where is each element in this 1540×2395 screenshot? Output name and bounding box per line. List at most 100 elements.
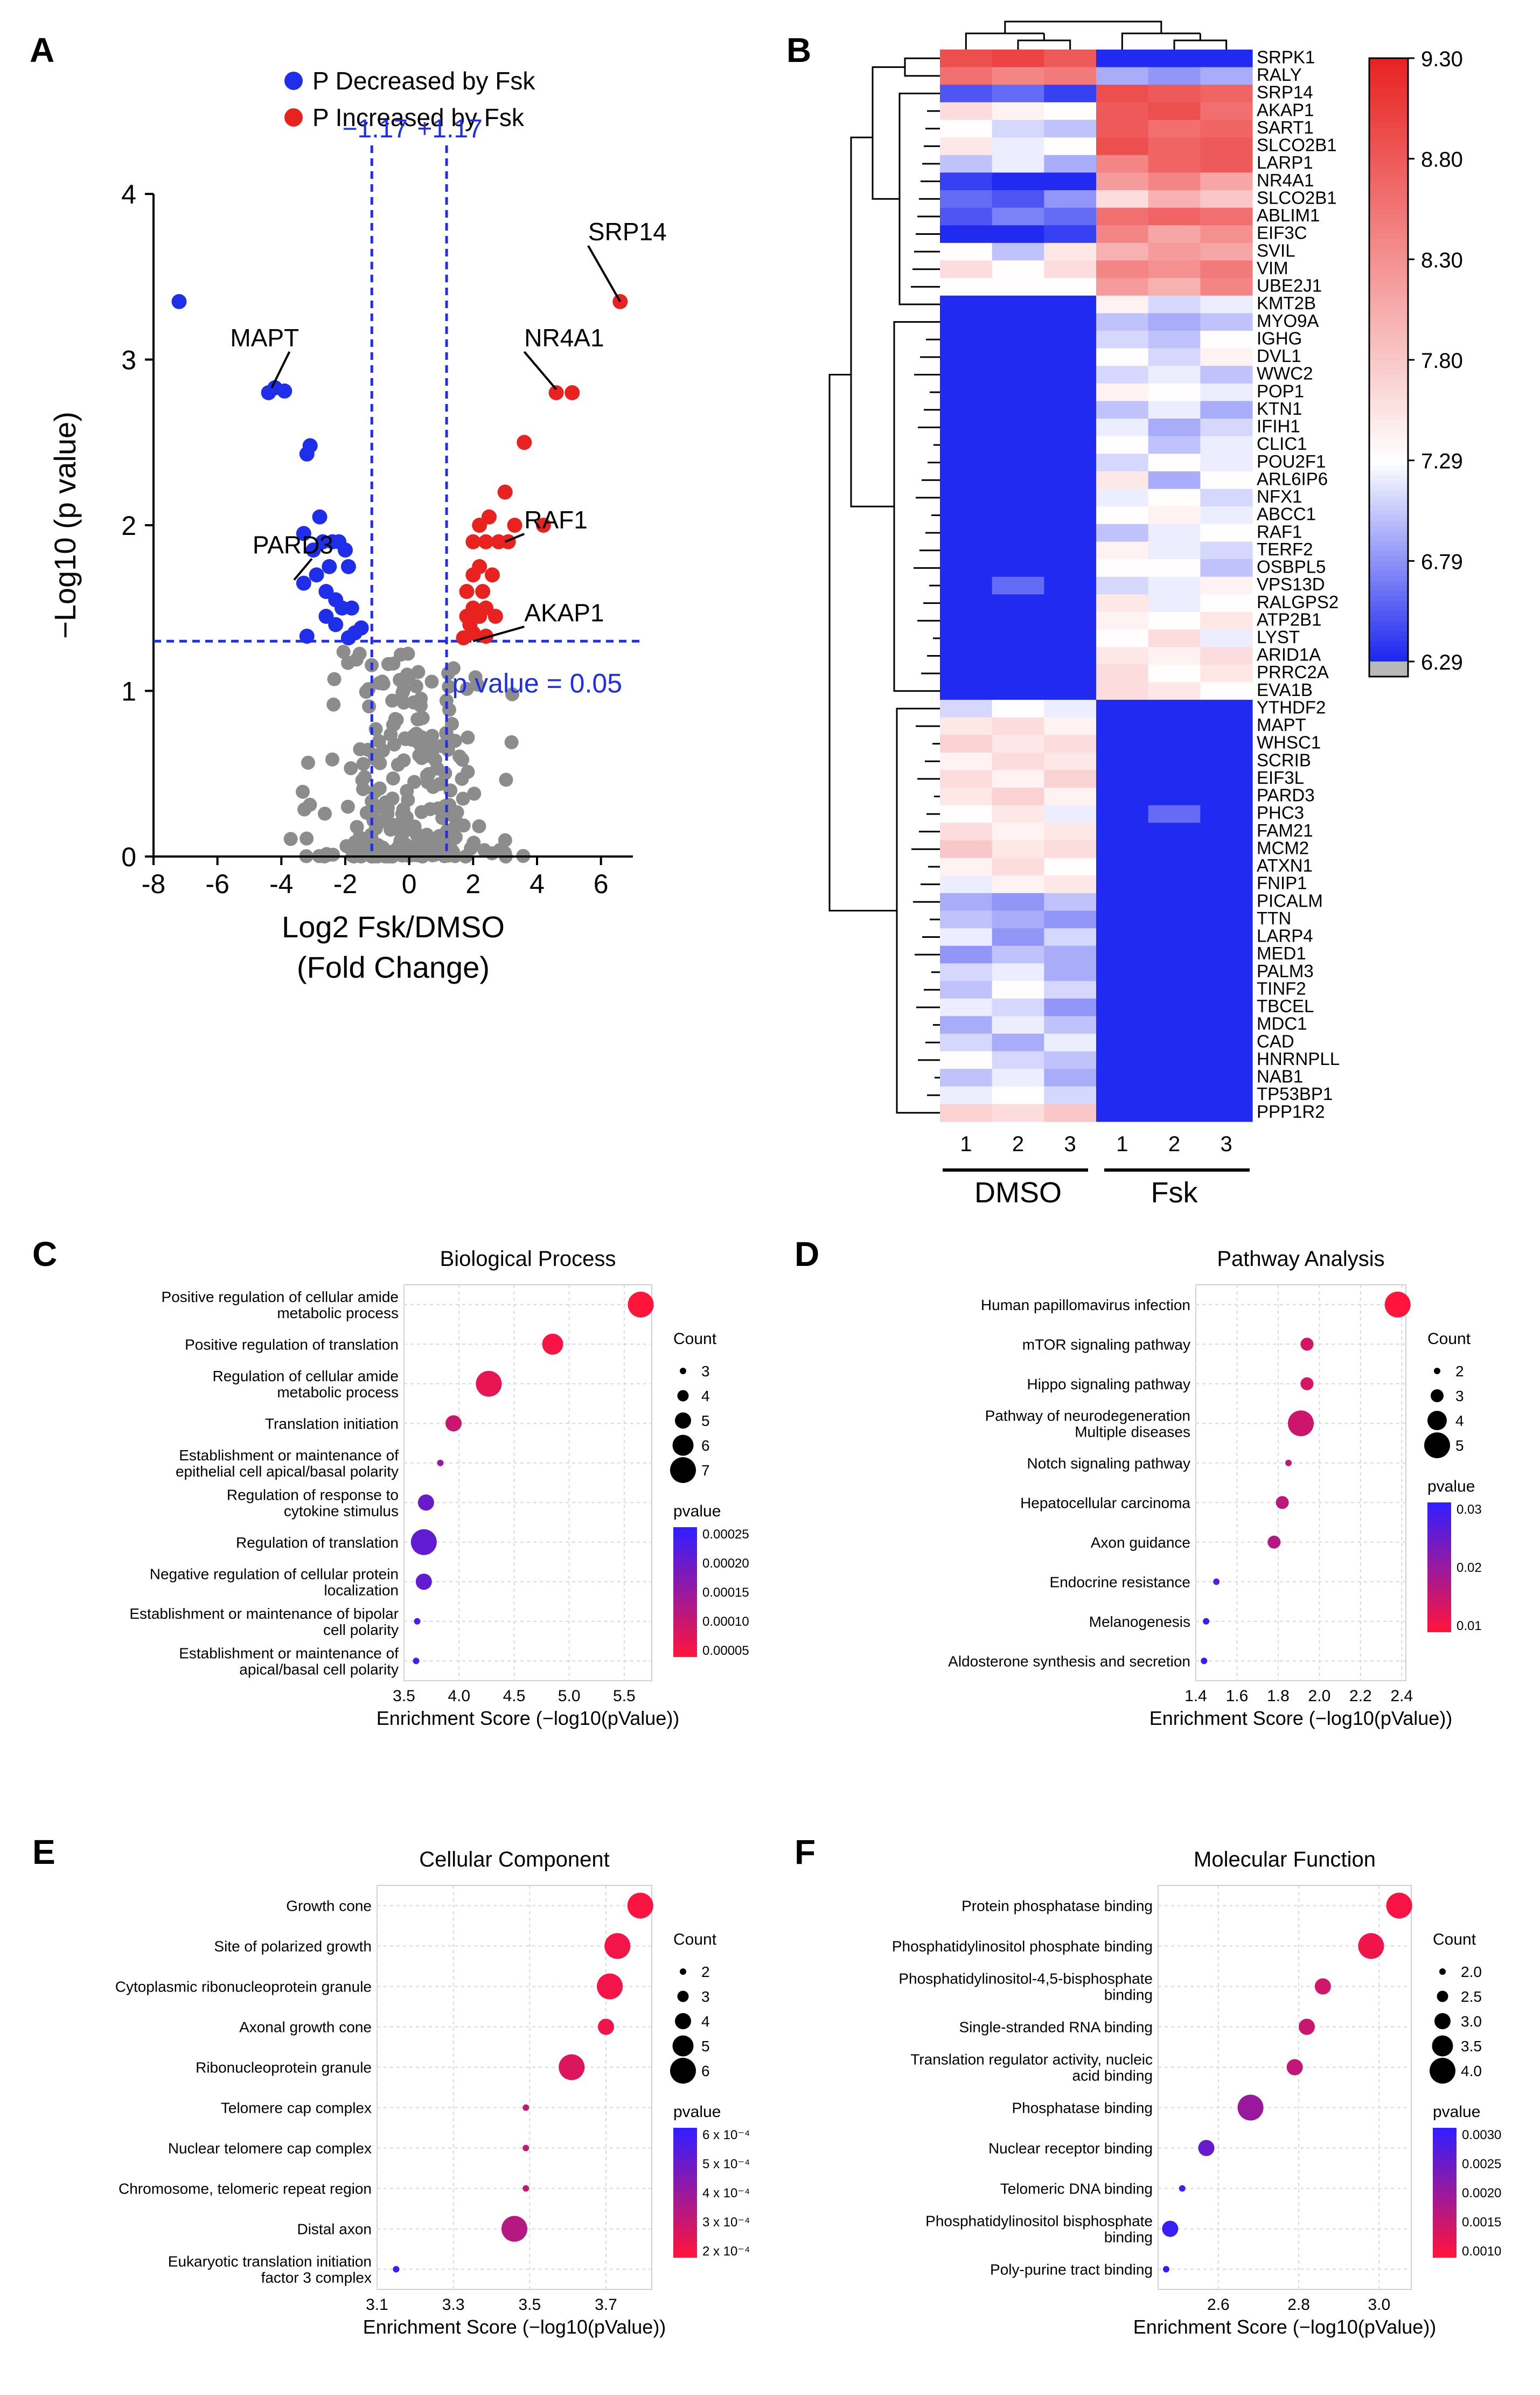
heatmap-cell [940,454,993,472]
heatmap-cell [992,172,1044,191]
term-bubble [1198,2140,1215,2156]
term-label: Phosphatidylinositol-4,5-bisphosphate [898,1971,1153,1987]
heatmap-cell [1200,471,1253,490]
colorbar-segment [1369,535,1408,541]
heatmap-cell [1044,559,1097,577]
heatmap-cell [1148,295,1201,314]
heatmap-cell [992,419,1044,437]
heatmap-cell [1044,260,1097,279]
heatmap-cell [1200,717,1253,735]
pvalue-colorbar-segment [1427,1511,1451,1514]
decreased-point [299,446,315,462]
term-label: cell polarity [323,1621,399,1638]
pvalue-colorbar-segment [673,1538,697,1541]
pvalue-colorbar-segment [1427,1530,1451,1533]
pvalue-colorbar-segment [673,2195,697,2197]
heatmap-cell [992,436,1044,454]
heatmap-cell [1096,506,1149,525]
term-bubble [437,1459,444,1466]
pvalue-colorbar-segment [1433,2218,1457,2221]
term-label: Regulation of cellular amide [212,1368,399,1384]
heatmap-cell [1044,752,1097,771]
colorbar-segment [1369,169,1408,175]
heatmap-cell [1096,137,1149,156]
heatmap-cell [1096,489,1149,507]
heatmap-cell [1200,506,1253,525]
nonsignificant-point [466,836,481,850]
pvalue-colorbar-segment [1433,2132,1457,2135]
decreased-point [353,620,369,636]
colorbar-segment [1369,380,1408,386]
panel-letter: D [795,1235,819,1273]
heatmap-cell [1148,928,1201,946]
y-tick-label: 2 [121,511,136,541]
heatmap-cell [1148,1104,1201,1122]
pvalue-colorbar-segment [673,1616,697,1618]
heatmap-cell [1096,998,1149,1017]
pvalue-colorbar-segment [1433,2190,1457,2193]
nonsignificant-point [472,819,486,833]
heatmap-cell [1044,489,1097,507]
heatmap-cell [1096,788,1149,806]
pvalue-colorbar-segment [673,1603,697,1605]
heatmap-cell [1148,419,1201,437]
heatmap-cell [1044,823,1097,841]
term-label: Protein phosphatase binding [961,1898,1153,1914]
panel-e-bubble: E Cellular Component Growth cone Site of po… [0,1805,770,2395]
pvalue-colorbar-segment [673,1652,697,1655]
pvalue-colorbar-segment [673,1549,697,1551]
heatmap-cell [1096,383,1149,402]
nonsignificant-point [318,806,332,821]
pvalue-colorbar-segment [1427,1558,1451,1561]
pvalue-colorbar-segment [673,2216,697,2219]
pvalue-colorbar-segment [1433,2158,1457,2161]
nonsignificant-point [425,728,440,743]
pvalue-colorbar-segment [673,1585,697,1588]
heatmap-cell [1096,436,1149,454]
term-bubble [1386,1892,1412,1919]
nonsignificant-point [461,730,475,745]
pvalue-colorbar-segment [1427,1586,1451,1589]
pvalue-colorbar-segment [1427,1520,1451,1522]
pvalue-colorbar-segment [673,2188,697,2191]
x-axis-label: Enrichment Score (−log10(pValue)) [1149,1707,1453,1729]
heatmap-cell [1044,700,1097,718]
term-label: binding [1104,1987,1153,2003]
heatmap-row-label: HNRNPLL [1257,1049,1340,1069]
colorbar-segment [1369,184,1408,190]
heatmap-cell [992,85,1044,103]
heatmap-cell [992,576,1044,595]
heatmap-cell [1096,647,1149,665]
heatmap-row-label: MED1 [1257,943,1306,963]
pvalue-colorbar-segment [673,2248,697,2251]
heatmap-cell [1044,611,1097,630]
heatmap-cell [940,735,993,753]
pvalue-colorbar-segment [673,1568,697,1571]
colorbar-segment [1369,78,1408,84]
nonsignificant-point [380,806,395,821]
heatmap-cell [1044,910,1097,929]
heatmap-cell [1096,278,1149,296]
heatmap-cell [940,137,993,156]
decreased-point [309,567,324,583]
pvalue-colorbar-segment [1433,2162,1457,2165]
heatmap-cell [940,67,993,85]
heatmap-cell [1044,330,1097,349]
colorbar-segment [1369,294,1408,300]
pvalue-tick-label: 3 x 10⁻⁴ [702,2215,750,2230]
pvalue-colorbar-segment [673,1540,697,1543]
gene-label-leader [587,245,622,302]
nonsignificant-point [389,713,404,727]
pvalue-colorbar-segment [673,2141,697,2143]
heatmap-cell [1200,682,1253,700]
heatmap-cell [1044,1033,1097,1052]
heatmap-cell [940,893,993,911]
colorbar-segment [1369,626,1408,632]
colorbar-segment [1369,164,1408,170]
panel-d-bubble: D Pathway Analysis Human papillomavirus in… [770,1207,1540,1805]
heatmap-cell [1044,629,1097,648]
heatmap-cell [992,313,1044,331]
nonsignificant-point [401,671,416,685]
pvalue-colorbar-segment [1427,1627,1451,1630]
heatmap-row-label: ARL6IP6 [1257,469,1328,489]
